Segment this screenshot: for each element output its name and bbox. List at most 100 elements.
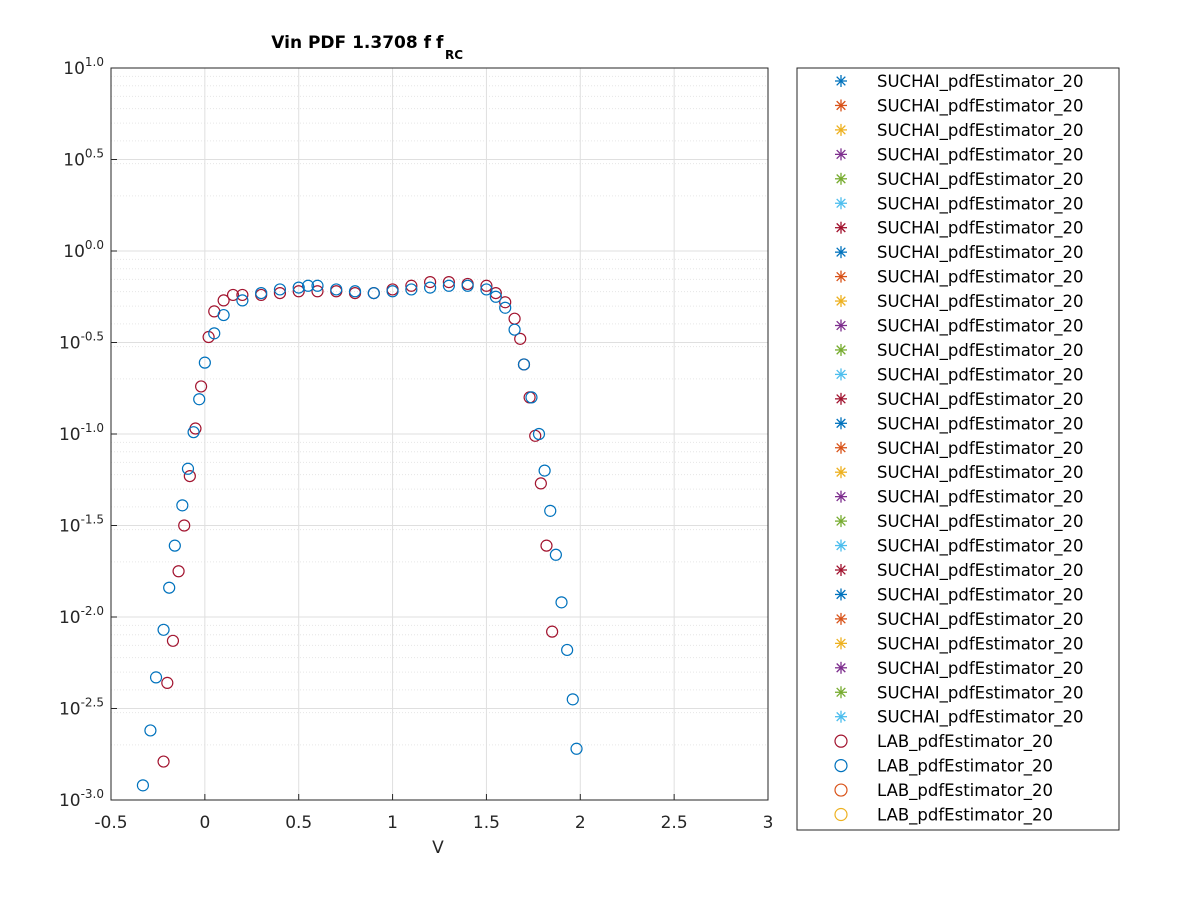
- data-point: [157, 755, 170, 768]
- y-tick-label: 10-2.0: [59, 604, 104, 628]
- data-point: [532, 427, 546, 441]
- data-point: [149, 671, 163, 684]
- legend-entry: SUCHAI_pdfEstimator_20: [835, 537, 1084, 557]
- data-point: [168, 539, 181, 552]
- data-point: [549, 548, 562, 561]
- y-tick-label: 10-2.5: [59, 696, 104, 720]
- data-point: [514, 332, 527, 345]
- legend-marker: [835, 588, 847, 601]
- data-point: [255, 286, 268, 300]
- data-point: [172, 565, 185, 578]
- legend-entry: SUCHAI_pdfEstimator_20: [835, 268, 1084, 288]
- legend-label: SUCHAI_pdfEstimator_20: [877, 341, 1084, 361]
- legend-marker: [835, 441, 847, 454]
- legend-entry: SUCHAI_pdfEstimator_20: [835, 463, 1084, 483]
- data-point: [217, 294, 230, 307]
- legend-label: SUCHAI_pdfEstimator_20: [877, 659, 1084, 679]
- x-tick-label: 2: [575, 813, 586, 833]
- legend-entry: SUCHAI_pdfEstimator_20: [835, 243, 1084, 263]
- data-point: [367, 286, 380, 300]
- legend-entry: SUCHAI_pdfEstimator_20: [835, 585, 1084, 605]
- legend-marker: [835, 270, 847, 283]
- data-point: [540, 539, 553, 552]
- data-point: [187, 426, 200, 439]
- legend-label: SUCHAI_pdfEstimator_20: [877, 390, 1084, 410]
- legend-label: SUCHAI_pdfEstimator_20: [877, 170, 1084, 190]
- legend-entry: SUCHAI_pdfEstimator_20: [835, 170, 1084, 190]
- legend-marker: [835, 197, 847, 210]
- legend-marker: [835, 123, 847, 136]
- legend-entry: SUCHAI_pdfEstimator_20: [835, 317, 1084, 337]
- plot-area: [136, 276, 583, 792]
- data-point: [405, 279, 418, 292]
- chart-title: Vin PDF 1.3708 f: [271, 33, 431, 53]
- legend-entry: SUCHAI_pdfEstimator_20: [835, 194, 1084, 214]
- data-point: [163, 581, 176, 594]
- legend-marker: [835, 343, 847, 356]
- data-point: [405, 283, 418, 296]
- legend-label: SUCHAI_pdfEstimator_20: [877, 463, 1084, 483]
- data-point: [193, 393, 206, 406]
- legend-label: SUCHAI_pdfEstimator_20: [877, 488, 1084, 508]
- data-point: [534, 477, 547, 490]
- x-tick-label: 2.5: [661, 813, 688, 833]
- legend-entry: SUCHAI_pdfEstimator_20: [835, 292, 1084, 312]
- legend-entry: SUCHAI_pdfEstimator_20: [835, 145, 1084, 165]
- data-point: [217, 308, 230, 322]
- data-point: [302, 279, 315, 292]
- axis-ticks: -0.5 0 0.5 1 1.5 2 2.5 3 101.0 100.5 100.0 10-0.5 10…: [59, 55, 773, 833]
- legend-entry: SUCHAI_pdfEstimator_20: [835, 96, 1084, 116]
- legend-entry: SUCHAI_pdfEstimator_20: [835, 414, 1084, 434]
- data-point: [525, 391, 538, 404]
- legend-entry: SUCHAI_pdfEstimator_20: [835, 365, 1084, 385]
- legend-label: SUCHAI_pdfEstimator_20: [877, 243, 1084, 263]
- chart-title-f: f: [436, 33, 444, 53]
- legend-label: SUCHAI_pdfEstimator_20: [877, 194, 1084, 214]
- y-tick-label: 10-1.0: [59, 421, 104, 445]
- data-point: [236, 288, 249, 302]
- legend-marker: [835, 466, 847, 479]
- data-point: [195, 380, 208, 393]
- legend-entry: SUCHAI_pdfEstimator_20: [835, 561, 1084, 581]
- data-point: [292, 285, 305, 298]
- y-tick-label: 10-0.5: [59, 330, 104, 354]
- legend-label: SUCHAI_pdfEstimator_20: [877, 268, 1084, 288]
- y-tick-label: 10-1.5: [59, 513, 104, 537]
- legend: SUCHAI_pdfEstimator_20 SUCHAI_pdfEstimato…: [796, 67, 1120, 831]
- legend-entry: SUCHAI_pdfEstimator_20: [835, 634, 1084, 654]
- data-point: [461, 279, 474, 292]
- legend-entry: SUCHAI_pdfEstimator_20: [835, 488, 1084, 508]
- legend-label: SUCHAI_pdfEstimator_20: [877, 708, 1084, 728]
- legend-marker: [835, 637, 847, 650]
- data-point: [517, 358, 531, 371]
- legend-label: SUCHAI_pdfEstimator_20: [877, 72, 1084, 92]
- data-point: [311, 285, 324, 298]
- data-point: [566, 693, 579, 706]
- legend-marker: [835, 539, 847, 552]
- data-point: [178, 519, 191, 532]
- legend-entry: SUCHAI_pdfEstimator_20: [835, 512, 1084, 532]
- legend-marker: [835, 564, 847, 576]
- legend-label: LAB_pdfEstimator_20: [877, 781, 1053, 801]
- data-point: [570, 742, 583, 755]
- legend-label: SUCHAI_pdfEstimator_20: [877, 439, 1084, 459]
- data-point: [561, 643, 574, 657]
- legend-box: [796, 67, 1120, 831]
- legend-label: LAB_pdfEstimator_20: [877, 732, 1053, 752]
- legend-entry: SUCHAI_pdfEstimator_20: [835, 341, 1084, 361]
- legend-marker: [835, 515, 847, 528]
- legend-label: LAB_pdfEstimator_20: [877, 806, 1053, 826]
- data-point: [424, 276, 437, 289]
- legend-label: SUCHAI_pdfEstimator_20: [877, 537, 1084, 557]
- data-point: [480, 283, 493, 296]
- data-point: [273, 283, 287, 296]
- legend-marker: [835, 295, 847, 308]
- legend-marker: [834, 807, 848, 822]
- legend-label: SUCHAI_pdfEstimator_20: [877, 292, 1084, 312]
- data-point: [499, 296, 512, 309]
- y-tick-label: 101.0: [63, 55, 104, 79]
- legend-entry: LAB_pdfEstimator_20: [834, 781, 1053, 801]
- legend-entry: SUCHAI_pdfEstimator_20: [835, 439, 1084, 459]
- data-point: [508, 323, 521, 336]
- legend-marker: [834, 783, 848, 797]
